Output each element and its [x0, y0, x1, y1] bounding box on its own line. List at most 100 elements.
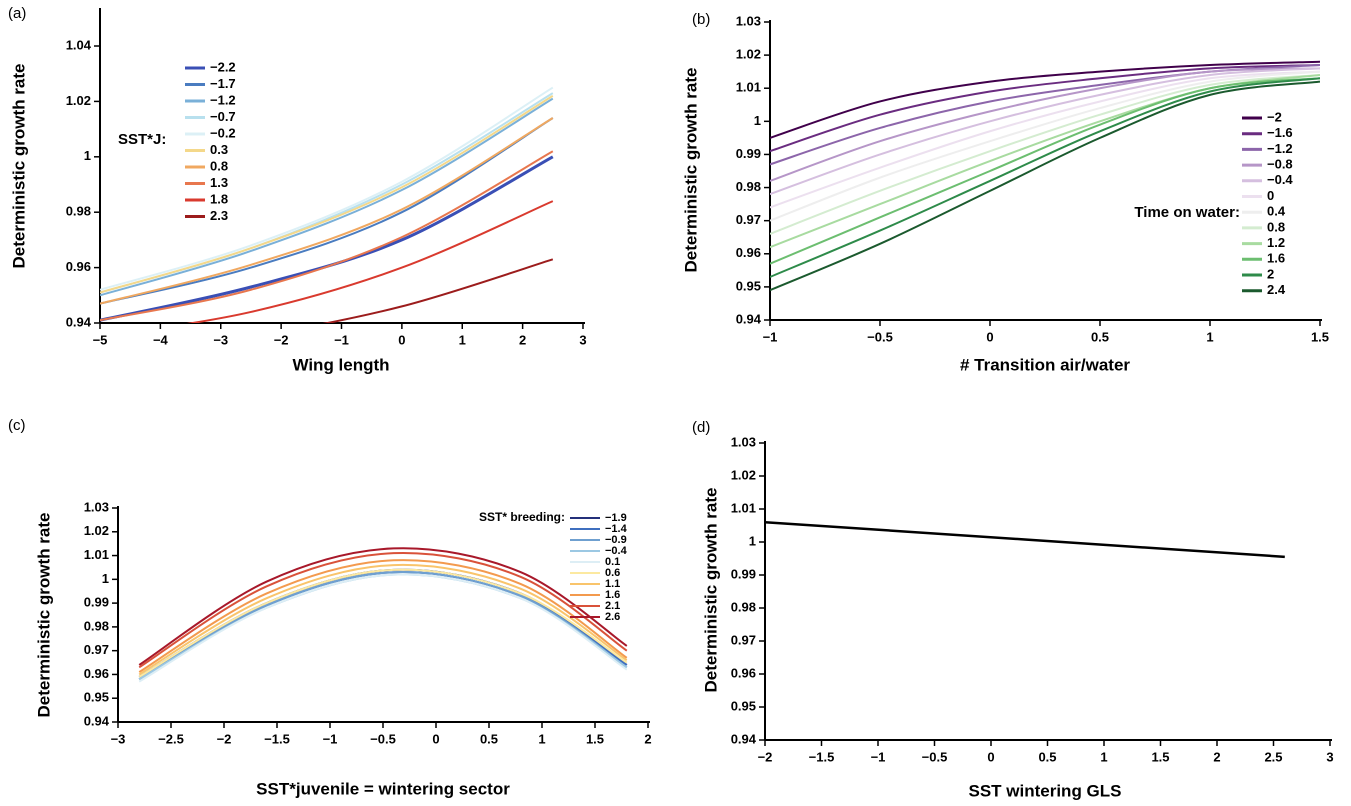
legend-label: −2: [1267, 109, 1282, 124]
x-tick-label: −1: [334, 332, 349, 347]
panel: (d) SST wintering GLS Deterministic growth…: [692, 419, 1334, 801]
legend-label: 2.4: [1267, 282, 1286, 297]
series-line: [765, 520, 1285, 559]
x-tick-label: 3: [579, 332, 586, 347]
y-tick-label: 1.01: [84, 547, 109, 562]
series-line: [770, 70, 1320, 222]
y-tick-label: 1.03: [731, 434, 756, 449]
legend-label: −1.6: [1267, 125, 1293, 140]
x-tick-label: 0: [398, 332, 405, 347]
x-tick-label: −2: [217, 731, 232, 746]
y-axis-title: Deterministic growth rate: [701, 488, 720, 693]
x-tick-label: −1: [763, 329, 778, 344]
x-tick-label: −0.5: [922, 749, 948, 764]
legend-label: 2.1: [605, 600, 620, 612]
series-line: [770, 64, 1320, 153]
x-tick-label: 1: [1100, 749, 1107, 764]
x-tick-label: 2: [519, 332, 526, 347]
series-line: [186, 200, 554, 323]
x-tick-label: 1.5: [1151, 749, 1169, 764]
y-tick-label: 0.98: [66, 204, 91, 219]
y-tick-label: 0.94: [66, 314, 92, 329]
y-tick-label: 0.97: [84, 642, 109, 657]
y-tick-label: 0.96: [66, 259, 91, 274]
series-line: [100, 95, 554, 294]
x-tick-label: −0.5: [867, 329, 893, 344]
panel-label: (a): [8, 5, 26, 22]
x-tick-label: −2: [274, 332, 289, 347]
legend-label: −0.4: [1267, 172, 1293, 187]
series-line: [770, 67, 1320, 182]
x-tick-label: −4: [153, 332, 169, 347]
y-axis-title: Deterministic growth rate: [681, 68, 700, 273]
legend-label: 0.4: [1267, 204, 1286, 219]
series-line: [770, 67, 1320, 196]
y-tick-label: 0.96: [84, 666, 109, 681]
x-tick-label: 1: [538, 731, 545, 746]
x-tick-label: −0.5: [370, 731, 396, 746]
y-tick-label: 1: [102, 571, 109, 586]
y-tick-label: 0.96: [736, 245, 761, 260]
series-line: [100, 117, 554, 305]
y-tick-label: 1.02: [84, 523, 109, 538]
y-tick-label: 1.01: [736, 80, 761, 95]
series-line: [138, 547, 628, 666]
x-axis-title: Wing length: [292, 355, 389, 374]
y-tick-label: 0.94: [731, 731, 757, 746]
y-axis-title: Deterministic growth rate: [34, 513, 53, 718]
x-tick-label: −3: [213, 332, 228, 347]
series-line: [100, 86, 554, 291]
panel: (a) Wing length Deterministic growth rate 0…: [8, 5, 587, 375]
y-tick-label: 0.95: [84, 690, 109, 705]
panel-label: (c): [8, 417, 26, 434]
legend-label: −1.7: [210, 76, 236, 91]
x-tick-label: −1: [323, 731, 338, 746]
legend-label: 2: [1267, 266, 1274, 281]
y-tick-label: 0.95: [731, 698, 756, 713]
series-line: [100, 117, 554, 305]
series-line: [138, 571, 628, 681]
x-tick-label: −3: [111, 731, 126, 746]
legend-label: −0.8: [1267, 157, 1293, 172]
series-line: [100, 150, 554, 322]
legend-label: −1.4: [605, 523, 628, 535]
x-tick-label: −1.5: [264, 731, 290, 746]
legend-label: 1.8: [210, 191, 228, 206]
y-tick-label: 1.01: [731, 500, 756, 515]
legend-label: −0.4: [605, 545, 628, 557]
series-line: [138, 571, 628, 681]
x-tick-label: 1.5: [1311, 329, 1329, 344]
x-tick-label: 2.5: [1264, 749, 1282, 764]
x-tick-label: −5: [93, 332, 108, 347]
y-tick-label: 1.03: [84, 499, 109, 514]
legend-label: 2.6: [605, 611, 620, 623]
series-line: [100, 97, 554, 297]
x-tick-label: 1: [1206, 329, 1213, 344]
series-line: [138, 552, 628, 669]
x-tick-label: 3: [1326, 749, 1333, 764]
legend-title: SST*J:: [118, 131, 166, 148]
legend-label: 0.8: [210, 158, 228, 173]
y-tick-label: 0.99: [731, 566, 756, 581]
y-tick-label: 0.97: [731, 632, 756, 647]
x-tick-label: 0: [986, 329, 993, 344]
x-tick-label: 1: [459, 332, 466, 347]
panel: (c) SST*juvenile = wintering sector Determ…: [8, 417, 652, 799]
x-tick-label: −2.5: [158, 731, 184, 746]
y-tick-label: 1.03: [736, 13, 761, 28]
y-tick-label: 0.97: [736, 212, 761, 227]
y-tick-label: 1: [84, 148, 91, 163]
x-tick-label: 0: [432, 731, 439, 746]
y-axis-title: Deterministic growth rate: [9, 64, 28, 269]
series-line: [770, 80, 1320, 292]
y-tick-label: 1: [749, 533, 756, 548]
legend-label: −0.9: [605, 534, 627, 546]
legend-label: 1.6: [605, 589, 620, 601]
y-tick-label: 0.98: [731, 599, 756, 614]
legend-label: 2.3: [210, 208, 228, 223]
x-tick-label: 0.5: [480, 731, 498, 746]
legend-title: Time on water:: [1134, 204, 1240, 221]
x-tick-label: 2: [644, 731, 651, 746]
series-line: [322, 258, 554, 323]
legend-title: SST* breeding:: [479, 510, 565, 524]
